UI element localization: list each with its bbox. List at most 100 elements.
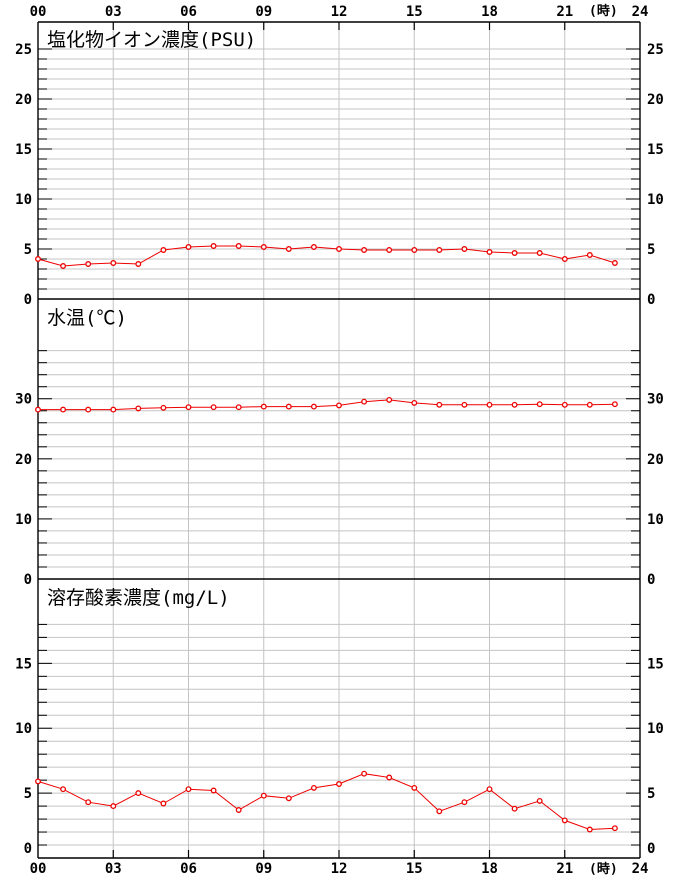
x-axis-label-bottom: 15 — [406, 861, 423, 877]
y-axis-label-left: 0 — [24, 572, 32, 588]
y-axis-label-right: 5 — [647, 242, 655, 258]
data-point-marker — [135, 405, 142, 412]
data-point-marker — [310, 784, 317, 791]
data-series — [35, 243, 618, 833]
data-point-marker — [35, 256, 41, 262]
x-axis-label-top: 03 — [105, 4, 122, 20]
data-point-marker — [60, 263, 67, 269]
data-point-marker — [486, 786, 493, 793]
data-point-marker — [110, 803, 117, 810]
x-axis-label-bottom: 03 — [105, 861, 122, 877]
x-axis-label-top: 00 — [30, 4, 47, 20]
data-point-marker — [511, 401, 518, 408]
data-point-marker — [561, 817, 568, 824]
data-point-marker — [461, 246, 468, 252]
data-point-marker — [411, 784, 418, 791]
axis-ticks — [38, 22, 640, 858]
data-point-marker — [185, 404, 192, 411]
gridlines — [38, 22, 640, 858]
x-axis-unit-bottom: (時) — [589, 861, 618, 877]
x-axis-label-top: 09 — [255, 4, 272, 20]
data-point-marker — [536, 797, 543, 804]
data-point-marker — [336, 402, 342, 409]
data-point-marker — [361, 770, 368, 777]
data-point-marker — [586, 252, 593, 258]
data-point-marker — [486, 401, 493, 408]
data-point-marker — [285, 403, 292, 410]
y-axis-label-left: 20 — [15, 452, 32, 468]
data-point-marker — [611, 401, 618, 408]
data-point-marker — [60, 786, 67, 793]
y-axis-label-right: 5 — [647, 786, 655, 802]
y-axis-label-right: 20 — [647, 452, 664, 468]
data-point-marker — [85, 261, 92, 267]
data-point-marker — [235, 243, 242, 249]
panel3-title: 溶存酸素濃度(mg/L) — [47, 587, 230, 609]
data-point-marker — [35, 406, 41, 413]
y-axis-label-left: 10 — [15, 721, 32, 737]
data-point-marker — [586, 401, 593, 408]
y-axis-label-right: 15 — [647, 656, 664, 672]
data-point-marker — [386, 247, 393, 253]
y-axis-label-right: 15 — [647, 142, 664, 158]
x-axis-label-top: 12 — [331, 4, 348, 20]
x-axis-label-top: 24 — [632, 4, 649, 20]
y-axis-label-right: 0 — [647, 841, 655, 857]
data-point-marker — [160, 404, 167, 411]
x-axis-label-bottom: 18 — [481, 861, 498, 877]
y-axis-label-right: 20 — [647, 92, 664, 108]
y-axis-label-left: 30 — [15, 392, 32, 408]
x-axis-label-top: 15 — [406, 4, 423, 20]
x-axis-label-top: 06 — [180, 4, 197, 20]
data-point-marker — [411, 247, 418, 253]
y-axis-label-left: 10 — [15, 512, 32, 528]
data-point-marker — [336, 781, 342, 787]
data-point-marker — [336, 246, 342, 252]
data-point-marker — [185, 786, 192, 793]
series-line-panel3 — [37, 773, 615, 831]
series-line-panel2 — [38, 399, 615, 411]
data-point-marker — [611, 260, 618, 266]
x-axis-label-top: 21 — [556, 4, 573, 20]
y-axis-label-right: 30 — [647, 392, 664, 408]
data-point-marker — [110, 406, 117, 413]
y-axis-label-left: 5 — [24, 786, 32, 802]
y-axis-label-left: 20 — [15, 92, 32, 108]
data-point-marker — [411, 399, 418, 406]
data-point-marker — [486, 249, 493, 255]
y-axis-label-left: 0 — [24, 292, 32, 308]
y-axis-label-left: 5 — [24, 242, 32, 258]
data-point-marker — [436, 247, 443, 253]
data-point-marker — [561, 401, 568, 408]
data-point-marker — [60, 406, 67, 413]
y-axis-label-right: 10 — [647, 512, 664, 528]
data-point-marker — [361, 398, 368, 405]
x-axis-label-top: 18 — [481, 4, 498, 20]
data-point-marker — [110, 260, 117, 266]
data-point-marker — [461, 799, 468, 806]
data-point-marker — [536, 250, 543, 256]
data-point-marker — [210, 243, 217, 249]
panel1-title: 塩化物イオン濃度(PSU) — [47, 29, 256, 51]
y-axis-label-left: 15 — [15, 142, 32, 158]
data-point-marker — [310, 403, 317, 410]
data-point-marker — [160, 800, 167, 807]
data-point-marker — [85, 406, 92, 413]
y-axis-label-right: 0 — [647, 572, 655, 588]
x-axis-unit-top: (時) — [589, 3, 618, 19]
data-point-marker — [260, 244, 267, 250]
data-point-marker — [310, 244, 317, 250]
data-point-marker — [210, 787, 217, 794]
panel2-title: 水温(℃) — [47, 307, 127, 329]
data-point-marker — [35, 778, 41, 785]
data-point-marker — [536, 401, 543, 408]
y-axis-label-right: 10 — [647, 192, 664, 208]
data-point-marker — [260, 792, 267, 799]
x-axis-label-bottom: 12 — [331, 861, 348, 877]
y-axis-label-right: 25 — [647, 42, 664, 58]
data-point-marker — [586, 826, 593, 833]
y-axis-label-left: 0 — [24, 841, 32, 857]
data-point-marker — [160, 247, 167, 253]
